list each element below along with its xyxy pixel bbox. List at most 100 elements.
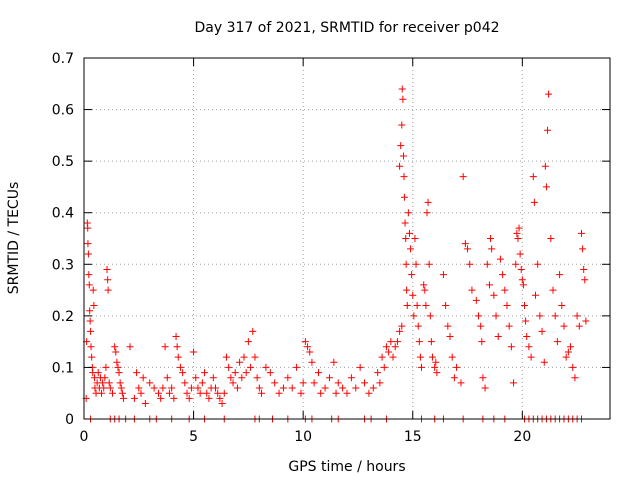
data-point	[357, 364, 364, 371]
data-point	[482, 385, 489, 392]
data-point	[201, 369, 208, 376]
data-point	[401, 194, 408, 201]
data-point	[223, 354, 230, 361]
y-tick-label: 0.6	[52, 103, 74, 119]
data-point	[558, 302, 565, 309]
data-point	[417, 354, 424, 361]
data-point	[442, 302, 449, 309]
data-point	[271, 379, 278, 386]
y-tick-label: 0.7	[52, 51, 74, 67]
data-point	[396, 163, 403, 170]
data-point	[531, 199, 538, 206]
data-point	[539, 328, 546, 335]
data-point	[429, 354, 436, 361]
data-point	[449, 354, 456, 361]
data-point	[405, 209, 412, 216]
data-point	[420, 281, 427, 288]
data-point	[508, 343, 515, 350]
data-point	[308, 359, 315, 366]
data-point	[361, 379, 368, 386]
data-point	[414, 302, 421, 309]
data-point	[344, 390, 351, 397]
data-point	[493, 312, 500, 319]
data-point	[512, 261, 519, 268]
data-point	[113, 359, 120, 366]
data-point	[542, 163, 549, 170]
y-tick-label: 0.1	[52, 360, 74, 376]
data-point	[447, 333, 454, 340]
data-point	[85, 271, 92, 278]
data-point	[530, 173, 537, 180]
data-point	[106, 379, 113, 386]
data-point	[234, 385, 241, 392]
data-point	[240, 354, 247, 361]
data-point	[409, 292, 416, 299]
data-point	[164, 374, 171, 381]
data-point	[315, 369, 322, 376]
data-point	[554, 338, 561, 345]
data-point	[428, 338, 435, 345]
data-point	[523, 333, 530, 340]
data-point	[506, 323, 513, 330]
data-point	[146, 379, 153, 386]
data-point	[486, 281, 493, 288]
data-point	[102, 364, 109, 371]
x-tick-label: 20	[513, 429, 531, 445]
data-point	[254, 374, 261, 381]
data-point	[499, 271, 506, 278]
data-point	[514, 235, 521, 242]
data-point	[444, 323, 451, 330]
data-point	[410, 312, 417, 319]
data-point	[326, 374, 333, 381]
data-point	[400, 173, 407, 180]
data-point	[403, 261, 410, 268]
data-point	[532, 292, 539, 299]
x-tick-label: 10	[294, 429, 312, 445]
data-point	[423, 209, 430, 216]
data-point	[402, 235, 409, 242]
x-axis-label: GPS time / hours	[288, 459, 405, 475]
data-point	[473, 297, 480, 304]
tick-labels: 00.10.20.30.40.50.60.70 5 10 15 20	[52, 51, 532, 445]
data-point	[403, 287, 410, 294]
data-point	[86, 281, 93, 288]
data-point	[547, 235, 554, 242]
data-point	[170, 395, 177, 402]
data-point	[503, 302, 510, 309]
data-point	[174, 343, 181, 350]
data-point	[397, 142, 404, 149]
data-point	[117, 379, 124, 386]
data-point	[114, 364, 121, 371]
data-point	[576, 323, 583, 330]
data-point	[534, 261, 541, 268]
data-point	[181, 379, 188, 386]
data-point	[87, 318, 94, 325]
data-point	[451, 374, 458, 381]
data-point	[501, 287, 508, 294]
data-point	[479, 374, 486, 381]
data-point	[580, 266, 587, 273]
data-point	[173, 333, 180, 340]
data-point	[120, 395, 127, 402]
data-point	[247, 364, 254, 371]
data-point	[159, 385, 166, 392]
data-point	[151, 385, 158, 392]
data-point	[569, 364, 576, 371]
data-point	[519, 276, 526, 283]
data-point	[541, 359, 548, 366]
data-point	[478, 338, 485, 345]
data-point	[370, 385, 377, 392]
data-point	[84, 225, 91, 232]
data-point	[490, 292, 497, 299]
data-point	[425, 199, 432, 206]
data-point	[105, 287, 112, 294]
data-point	[466, 261, 473, 268]
data-point	[84, 240, 91, 247]
data-point	[322, 385, 329, 392]
data-point	[140, 374, 147, 381]
data-point	[460, 173, 467, 180]
data-point	[225, 364, 232, 371]
data-point	[453, 364, 460, 371]
x-tick-label: 15	[404, 429, 422, 445]
data-point	[112, 348, 119, 355]
